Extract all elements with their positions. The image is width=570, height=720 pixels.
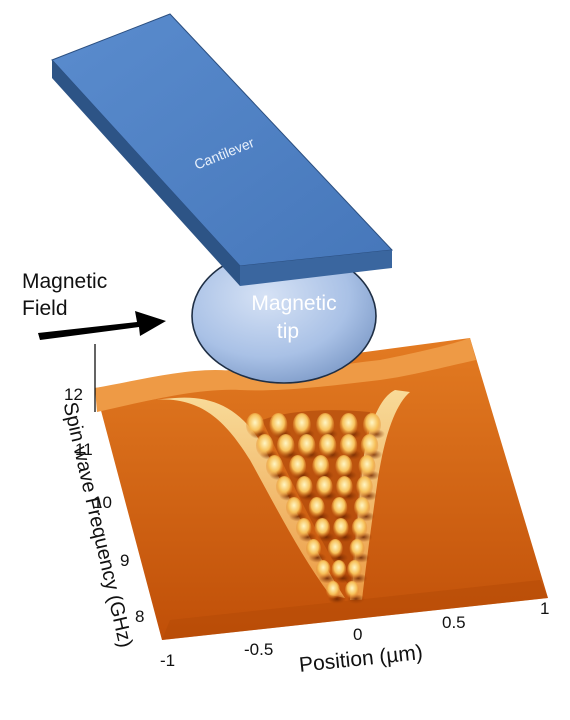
cantilever: Cantilever xyxy=(51,13,394,286)
surface-peak xyxy=(266,455,283,478)
surface-peak xyxy=(363,413,381,437)
surface-peak xyxy=(292,413,311,437)
surface-front-shade xyxy=(162,580,548,640)
surface-peak xyxy=(316,476,333,498)
surface-peak xyxy=(336,476,353,498)
surface-peak xyxy=(358,455,376,478)
surface-peak xyxy=(286,497,302,518)
surface-peak xyxy=(335,455,353,478)
surface-peak xyxy=(296,518,312,539)
surface-peak xyxy=(349,539,365,559)
surface-peak xyxy=(331,497,348,518)
cantilever-front-face xyxy=(240,250,392,286)
surface-peak xyxy=(269,413,288,437)
y-axis-ticks: 12 11 10 9 8 xyxy=(64,385,144,626)
x-tick-label: -0.5 xyxy=(244,640,273,659)
surface-peak xyxy=(318,434,337,458)
cantilever-top-face xyxy=(51,13,394,267)
surface-peak xyxy=(308,497,325,518)
y-tick-label: 12 xyxy=(64,385,83,404)
surface-peak xyxy=(347,560,362,579)
surface-peak xyxy=(296,476,313,498)
cantilever-left-face xyxy=(52,60,240,286)
x-tick-label: -1 xyxy=(160,651,175,670)
tip-label-line1: Magnetic xyxy=(251,292,336,315)
magnetic-field-arrow xyxy=(38,311,166,340)
surface-peak xyxy=(345,581,359,599)
surface-peak xyxy=(354,497,370,518)
y-tick-label: 8 xyxy=(135,607,144,626)
magnetic-field-label: Magnetic Field xyxy=(22,268,107,322)
surface-right-flank xyxy=(350,390,410,600)
surface-peak xyxy=(331,560,347,579)
surface-peak xyxy=(339,413,358,437)
x-tick-label: 1 xyxy=(540,599,549,618)
x-tick-label: 0.5 xyxy=(442,613,466,632)
surface-peak xyxy=(351,518,368,539)
surface-peak xyxy=(276,476,293,498)
surface-peak xyxy=(246,413,264,437)
surface-peak xyxy=(333,518,349,539)
x-axis-ticks: -1 -0.5 0 0.5 1 xyxy=(160,599,549,670)
surface-peak xyxy=(289,455,307,478)
y-tick-label: 11 xyxy=(75,440,93,459)
field-label-line2: Field xyxy=(22,297,68,320)
surface-peak xyxy=(306,539,321,559)
surface-peak xyxy=(256,434,274,458)
tip-label-line2: tip xyxy=(277,320,299,343)
spin-wave-surface-plot xyxy=(95,338,548,640)
surface-peak xyxy=(360,434,379,458)
field-label-line1: Magnetic xyxy=(22,270,108,293)
surface-peak xyxy=(316,560,331,579)
surface-peak xyxy=(356,476,373,498)
surface-peak xyxy=(314,518,331,539)
surface-peak xyxy=(327,539,343,559)
y-tick-label: 9 xyxy=(120,551,129,570)
surface-peak xyxy=(312,455,330,478)
arrow-icon xyxy=(38,311,166,340)
surface-peaks xyxy=(246,413,385,604)
surface-peak xyxy=(316,413,335,437)
surface-peak xyxy=(339,434,358,458)
y-tick-label: 10 xyxy=(93,493,112,512)
surface-peak xyxy=(276,434,295,458)
x-tick-label: 0 xyxy=(353,625,362,644)
surface-peak xyxy=(297,434,316,458)
surface-peak xyxy=(326,581,340,599)
